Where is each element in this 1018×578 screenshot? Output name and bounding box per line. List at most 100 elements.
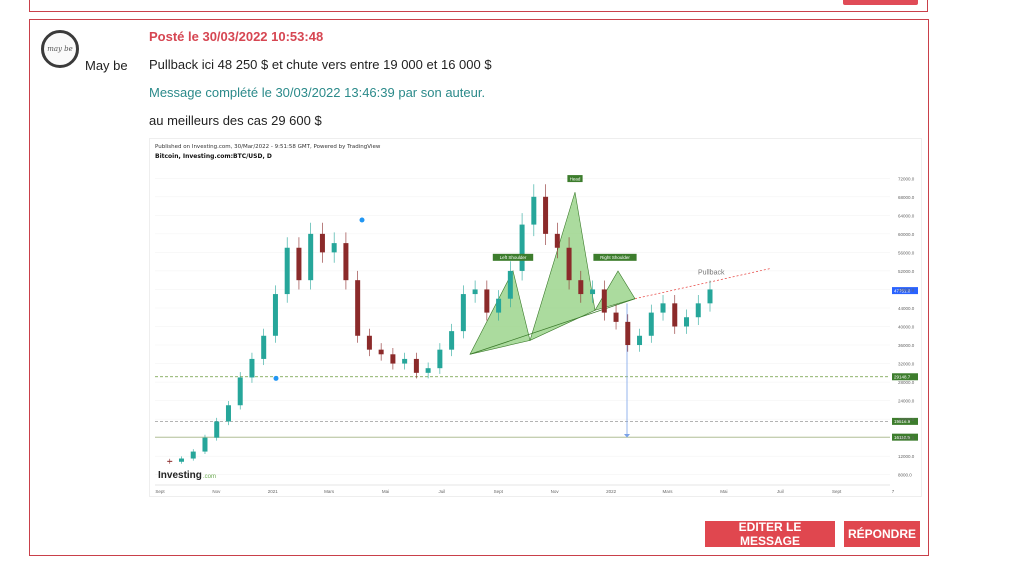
candle-body bbox=[507, 270, 513, 299]
chart-watermark-suffix: .com bbox=[203, 474, 216, 480]
event-marker-icon bbox=[273, 375, 279, 381]
x-tick-label: Juil bbox=[439, 489, 446, 494]
edit-message-button[interactable]: EDITER LE MESSAGE bbox=[705, 520, 835, 548]
x-tick-label: 7 bbox=[892, 489, 895, 494]
candle-body bbox=[425, 368, 431, 373]
price-tag bbox=[892, 417, 918, 425]
x-tick-label: 2022 bbox=[606, 489, 617, 494]
avatar[interactable]: may be bbox=[41, 30, 79, 68]
candle-body bbox=[566, 247, 572, 281]
x-tick-label: 2021 bbox=[268, 489, 279, 494]
candle-body bbox=[484, 289, 490, 313]
y-tick-label: 68000.0 bbox=[898, 195, 915, 200]
candle-body bbox=[578, 280, 584, 295]
x-tick-label: Juil bbox=[777, 489, 784, 494]
right-shoulder-shape bbox=[594, 270, 636, 311]
candle-body bbox=[460, 294, 466, 332]
y-tick-label: 8000.0 bbox=[898, 473, 912, 478]
x-tick-label: Mai bbox=[382, 489, 389, 494]
x-tick-label: Mars bbox=[662, 489, 673, 494]
candle-body bbox=[648, 312, 654, 336]
candle-body bbox=[637, 335, 643, 346]
head-shape bbox=[529, 192, 596, 341]
candle-body bbox=[660, 303, 666, 313]
candle-body bbox=[437, 349, 443, 369]
candle-body bbox=[319, 233, 325, 253]
left-shoulder-label-badge bbox=[492, 253, 534, 261]
price-tag bbox=[892, 373, 918, 381]
candle-body bbox=[543, 196, 549, 234]
candle-body bbox=[202, 437, 208, 452]
candle-body bbox=[413, 358, 419, 373]
y-tick-label: 72000.0 bbox=[898, 176, 915, 181]
price-tag-label: 47751.0 bbox=[894, 288, 911, 293]
y-tick-label: 20000.0 bbox=[898, 417, 915, 422]
y-tick-label: 12000.0 bbox=[898, 454, 915, 459]
candle-body bbox=[449, 331, 455, 350]
candle-body bbox=[590, 289, 596, 295]
price-tag bbox=[892, 287, 918, 295]
y-tick-label: 52000.0 bbox=[898, 269, 915, 274]
candle-body bbox=[237, 377, 243, 406]
candle-body bbox=[343, 243, 349, 281]
chart-image: Published on Investing.com, 30/Mar/2022 … bbox=[149, 138, 922, 497]
x-tick-label: Sept bbox=[832, 489, 842, 494]
y-tick-label: 32000.0 bbox=[898, 362, 915, 367]
author-name[interactable]: May be bbox=[85, 58, 128, 73]
y-tick-label: 36000.0 bbox=[898, 343, 915, 348]
candle-body bbox=[625, 321, 631, 346]
reply-button[interactable]: RÉPONDRE bbox=[844, 521, 920, 547]
candle-body bbox=[496, 298, 502, 313]
chart-watermark: Investing bbox=[158, 470, 202, 481]
candle-body bbox=[214, 421, 220, 438]
candle-body bbox=[225, 405, 231, 422]
right-shoulder-label: Right Shoulder bbox=[600, 255, 630, 260]
post-text-line-1: Pullback ici 48 250 $ et chute vers entr… bbox=[149, 57, 492, 72]
candle-body bbox=[390, 354, 396, 364]
candle-body bbox=[695, 303, 701, 318]
candle-body bbox=[331, 243, 337, 253]
pullback-label: Pullback bbox=[698, 270, 725, 277]
candle-body bbox=[261, 335, 267, 359]
candle-body bbox=[272, 294, 278, 336]
candle-body bbox=[672, 303, 678, 327]
y-tick-label: 48000.0 bbox=[898, 287, 915, 292]
candle-body bbox=[167, 460, 173, 462]
head-label: Head bbox=[570, 176, 581, 181]
candle-body bbox=[402, 358, 408, 364]
y-tick-label: 60000.0 bbox=[898, 232, 915, 237]
neckline bbox=[469, 298, 636, 355]
y-tick-label: 64000.0 bbox=[898, 213, 915, 218]
candle-body bbox=[519, 224, 525, 271]
y-tick-label: 24000.0 bbox=[898, 399, 915, 404]
chart-symbol: Bitcoin, Investing.com:BTC/USD, D bbox=[155, 153, 272, 160]
x-tick-label: Mars bbox=[324, 489, 335, 494]
candle-body bbox=[284, 247, 290, 295]
price-chart: Published on Investing.com, 30/Mar/2022 … bbox=[155, 144, 918, 494]
candle-body bbox=[366, 335, 372, 350]
y-tick-label: 40000.0 bbox=[898, 325, 915, 330]
y-tick-label: 56000.0 bbox=[898, 250, 915, 255]
x-tick-label: Mai bbox=[720, 489, 727, 494]
previous-post-button[interactable] bbox=[843, 0, 918, 5]
candle-body bbox=[296, 247, 302, 281]
x-tick-label: Nov bbox=[212, 489, 221, 494]
candle-body bbox=[178, 458, 184, 462]
candle-body bbox=[355, 280, 361, 336]
price-tag bbox=[892, 433, 918, 441]
candle-body bbox=[308, 233, 314, 281]
price-tag-label: 19516.9 bbox=[894, 419, 911, 424]
candle-body bbox=[531, 196, 537, 225]
chart-published-note: Published on Investing.com, 30/Mar/2022 … bbox=[155, 144, 381, 150]
candle-body bbox=[601, 289, 607, 313]
left-shoulder-label: Left Shoulder bbox=[500, 255, 527, 260]
previous-post-frame bbox=[29, 0, 928, 12]
candle-body bbox=[707, 289, 713, 304]
y-tick-label: 16000.0 bbox=[898, 436, 915, 441]
candle-body bbox=[554, 233, 560, 248]
head-label-badge bbox=[567, 175, 583, 183]
price-tag-label: 29148.7 bbox=[894, 375, 911, 380]
forum-post: may be May be Posté le 30/03/2022 10:53:… bbox=[29, 19, 929, 556]
post-timestamp: Posté le 30/03/2022 10:53:48 bbox=[149, 29, 324, 44]
candle-body bbox=[249, 358, 255, 378]
